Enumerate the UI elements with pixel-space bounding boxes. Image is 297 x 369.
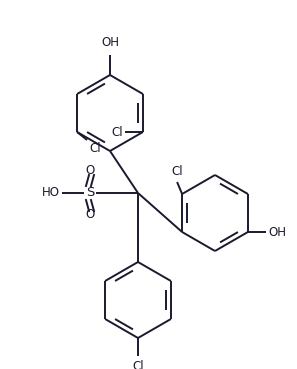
Text: Cl: Cl [171,165,183,178]
Text: S: S [86,186,94,200]
Text: O: O [85,208,95,221]
Text: HO: HO [42,186,60,200]
Text: Cl: Cl [89,142,101,155]
Text: Cl: Cl [111,125,123,138]
Text: OH: OH [268,225,286,238]
Text: OH: OH [101,36,119,49]
Text: Cl: Cl [132,360,144,369]
Text: O: O [85,165,95,177]
